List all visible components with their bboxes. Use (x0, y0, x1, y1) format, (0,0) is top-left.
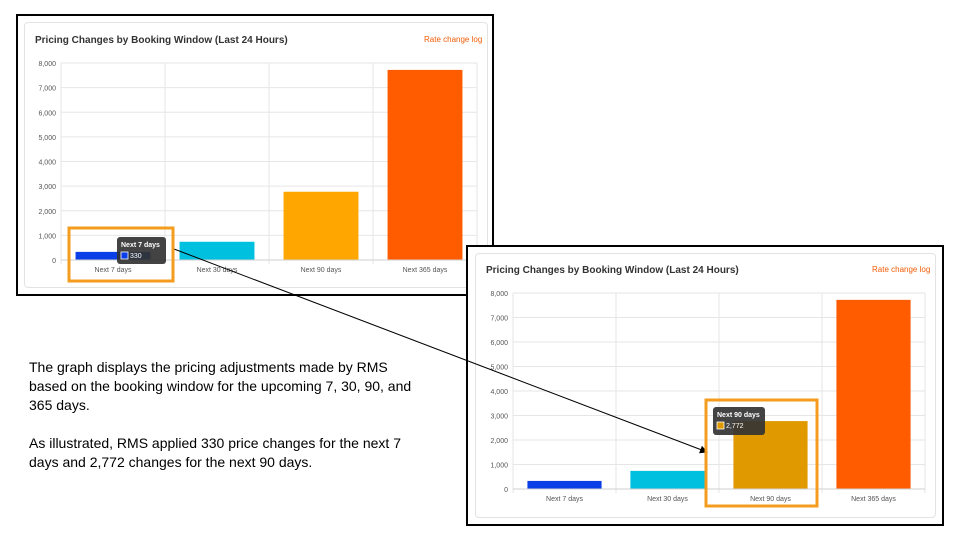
rate-change-log-link[interactable]: Rate change log (424, 35, 483, 44)
y-tick-label: 0 (504, 487, 508, 494)
y-tick-label: 6,000 (38, 110, 56, 117)
y-tick-label: 5,000 (38, 135, 56, 142)
y-tick-label: 3,000 (38, 184, 56, 191)
rate-change-log-link[interactable]: Rate change log (872, 265, 931, 274)
x-tick-label: Next 7 days (546, 496, 583, 503)
y-tick-label: 7,000 (38, 86, 56, 93)
y-tick-label: 2,000 (38, 209, 56, 216)
x-tick-label: Next 30 days (647, 496, 688, 503)
tooltip-swatch (716, 421, 725, 430)
y-tick-label: 2,000 (490, 438, 508, 445)
tooltip-title: Next 90 days (717, 412, 760, 419)
y-tick-label: 3,000 (490, 414, 508, 421)
y-tick-label: 5,000 (490, 365, 508, 372)
x-tick-label: Next 365 days (851, 496, 896, 503)
y-tick-label: 0 (52, 258, 56, 265)
x-tick-label: Next 90 days (750, 496, 791, 503)
y-tick-label: 4,000 (38, 160, 56, 167)
y-tick-label: 8,000 (38, 61, 56, 68)
bar-next-365-days (836, 299, 911, 489)
y-tick-label: 7,000 (490, 316, 508, 323)
caption-paragraph-1: The graph displays the pricing adjustmen… (29, 359, 412, 413)
chart-title: Pricing Changes by Booking Window (Last … (35, 35, 288, 46)
y-tick-label: 1,000 (490, 463, 508, 470)
caption-text: The graph displays the pricing adjustmen… (29, 358, 429, 491)
y-tick-label: 4,000 (490, 389, 508, 396)
y-tick-label: 1,000 (38, 233, 56, 240)
bar-next-365-days (387, 69, 463, 261)
bar-next-7-days (527, 480, 602, 489)
caption-paragraph-2: As illustrated, RMS applied 330 price ch… (29, 435, 401, 470)
tooltip-value: 2,772 (726, 423, 744, 430)
y-tick-label: 8,000 (490, 291, 508, 298)
bar-next-30-days (630, 470, 705, 489)
y-tick-label: 6,000 (490, 340, 508, 347)
